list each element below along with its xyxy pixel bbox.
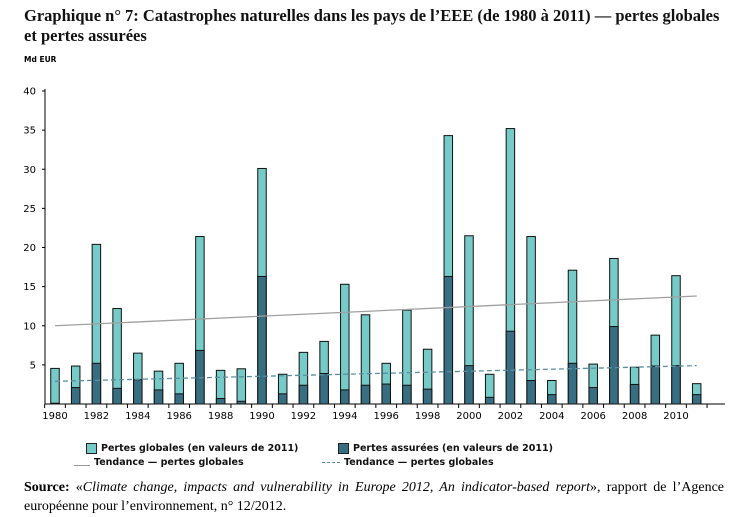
y-tick-label: 15: [23, 282, 36, 293]
bar-insured-1980: [50, 402, 60, 405]
legend-label: Pertes globales (en valeurs de 2011): [101, 443, 299, 454]
legend-line-dashed: [322, 462, 340, 463]
y-tick-label: 30: [23, 165, 36, 176]
x-tick-label: 2004: [539, 411, 564, 422]
y-tick-label: 40: [23, 87, 36, 98]
bar-insured-2006: [588, 387, 598, 405]
x-tick-label: 1980: [42, 411, 67, 422]
y-tick-label: 25: [23, 204, 36, 215]
y-tick-label: 10: [23, 321, 36, 332]
chart-title: Graphique n° 7: Catastrophes naturelles …: [24, 6, 720, 45]
bar-insured-2003: [526, 380, 536, 405]
bar-insured-1988: [215, 398, 226, 405]
bar-insured-1999: [443, 275, 454, 405]
y-tick-label: 20: [23, 243, 36, 254]
bar-insured-1995: [360, 384, 371, 405]
x-tick-label: 1988: [208, 411, 233, 422]
legend-swatch-global: [86, 443, 97, 454]
bar-insured-2000: [464, 365, 474, 405]
y-tick-label: 35: [23, 126, 36, 137]
bar-insured-2001: [484, 396, 495, 405]
bar-insured-1998: [422, 388, 433, 405]
legend-label: Tendance — pertes globales: [94, 457, 244, 468]
bar-insured-1989: [236, 400, 247, 405]
legend-label: Pertes assurées (en valeurs de 2011): [353, 443, 553, 454]
bar-global-1980: [50, 367, 60, 405]
bar-insured-2005: [567, 362, 578, 405]
bar-global-1989: [236, 368, 247, 405]
x-tick-label: 1990: [249, 411, 274, 422]
x-tick-label: 2010: [663, 411, 688, 422]
bar-insured-1983: [112, 387, 122, 405]
x-tick-label: 1984: [125, 411, 150, 422]
bar-insured-1982: [91, 362, 102, 405]
source-text: «: [69, 480, 83, 495]
trend-line-insured: [54, 365, 697, 382]
x-tick-label: 1986: [166, 411, 191, 422]
bar-insured-2008: [629, 383, 640, 405]
source-label: Source:: [24, 480, 70, 495]
x-tick-label: 1992: [291, 411, 316, 422]
bar-insured-1994: [340, 389, 350, 405]
bar-global-1994: [340, 283, 350, 405]
bar-insured-1997: [402, 384, 412, 405]
bar-insured-1990: [257, 275, 267, 405]
bar-insured-2007: [609, 326, 619, 405]
legend-global: Pertes globales (en valeurs de 2011): [86, 443, 298, 454]
source-note: Source: «Climate change, impacts and vul…: [24, 478, 724, 516]
bar-insured-1992: [298, 384, 309, 405]
legend-label: Tendance — pertes globales: [344, 457, 494, 468]
bar-insured-1996: [381, 383, 391, 405]
source-title: Climate change, impacts and vulnerabilit…: [82, 480, 591, 495]
y-tick-label: 5: [30, 360, 36, 371]
chart: 5 10 15 20 25 30 35 40 1980 1982 1984 1986 1988 1990 1…: [23, 87, 725, 422]
x-tick-label: 2006: [580, 411, 605, 422]
bar-insured-1985: [153, 389, 164, 405]
bar-insured-2011: [691, 394, 702, 405]
x-tick-label: 2002: [498, 411, 523, 422]
bar-insured-2004: [547, 394, 557, 405]
legend-trend-insured: Tendance — pertes globales: [322, 457, 494, 468]
bar-insured-2010: [671, 365, 681, 405]
x-tick-label: 1982: [84, 411, 109, 422]
bar-insured-2002: [505, 330, 516, 405]
legend-insured: Pertes assurées (en valeurs de 2011): [338, 443, 553, 454]
bar-insured-1984: [133, 379, 143, 405]
bar-insured-1991: [277, 393, 288, 405]
bar-insured-1993: [319, 372, 329, 405]
x-tick-label: 1996: [373, 411, 398, 422]
legend-swatch-insured: [338, 443, 349, 454]
source-text: », rapport de l’Agence européenne pour l…: [24, 480, 724, 514]
bar-insured-1981: [70, 387, 81, 405]
bar-insured-1986: [174, 393, 184, 405]
x-tick-label: 1998: [415, 411, 440, 422]
x-tick-label: 1994: [332, 411, 357, 422]
legend-line-solid: [74, 459, 90, 466]
legend-trend-global: Tendance — pertes globales: [74, 457, 244, 468]
x-tick-label: 2008: [622, 411, 647, 422]
y-axis-unit: Md EUR: [24, 55, 57, 64]
bar-global-2003: [526, 236, 536, 405]
trend-line-global: [54, 295, 697, 327]
x-tick-label: 2000: [456, 411, 481, 422]
bar-insured-2009: [650, 365, 661, 405]
